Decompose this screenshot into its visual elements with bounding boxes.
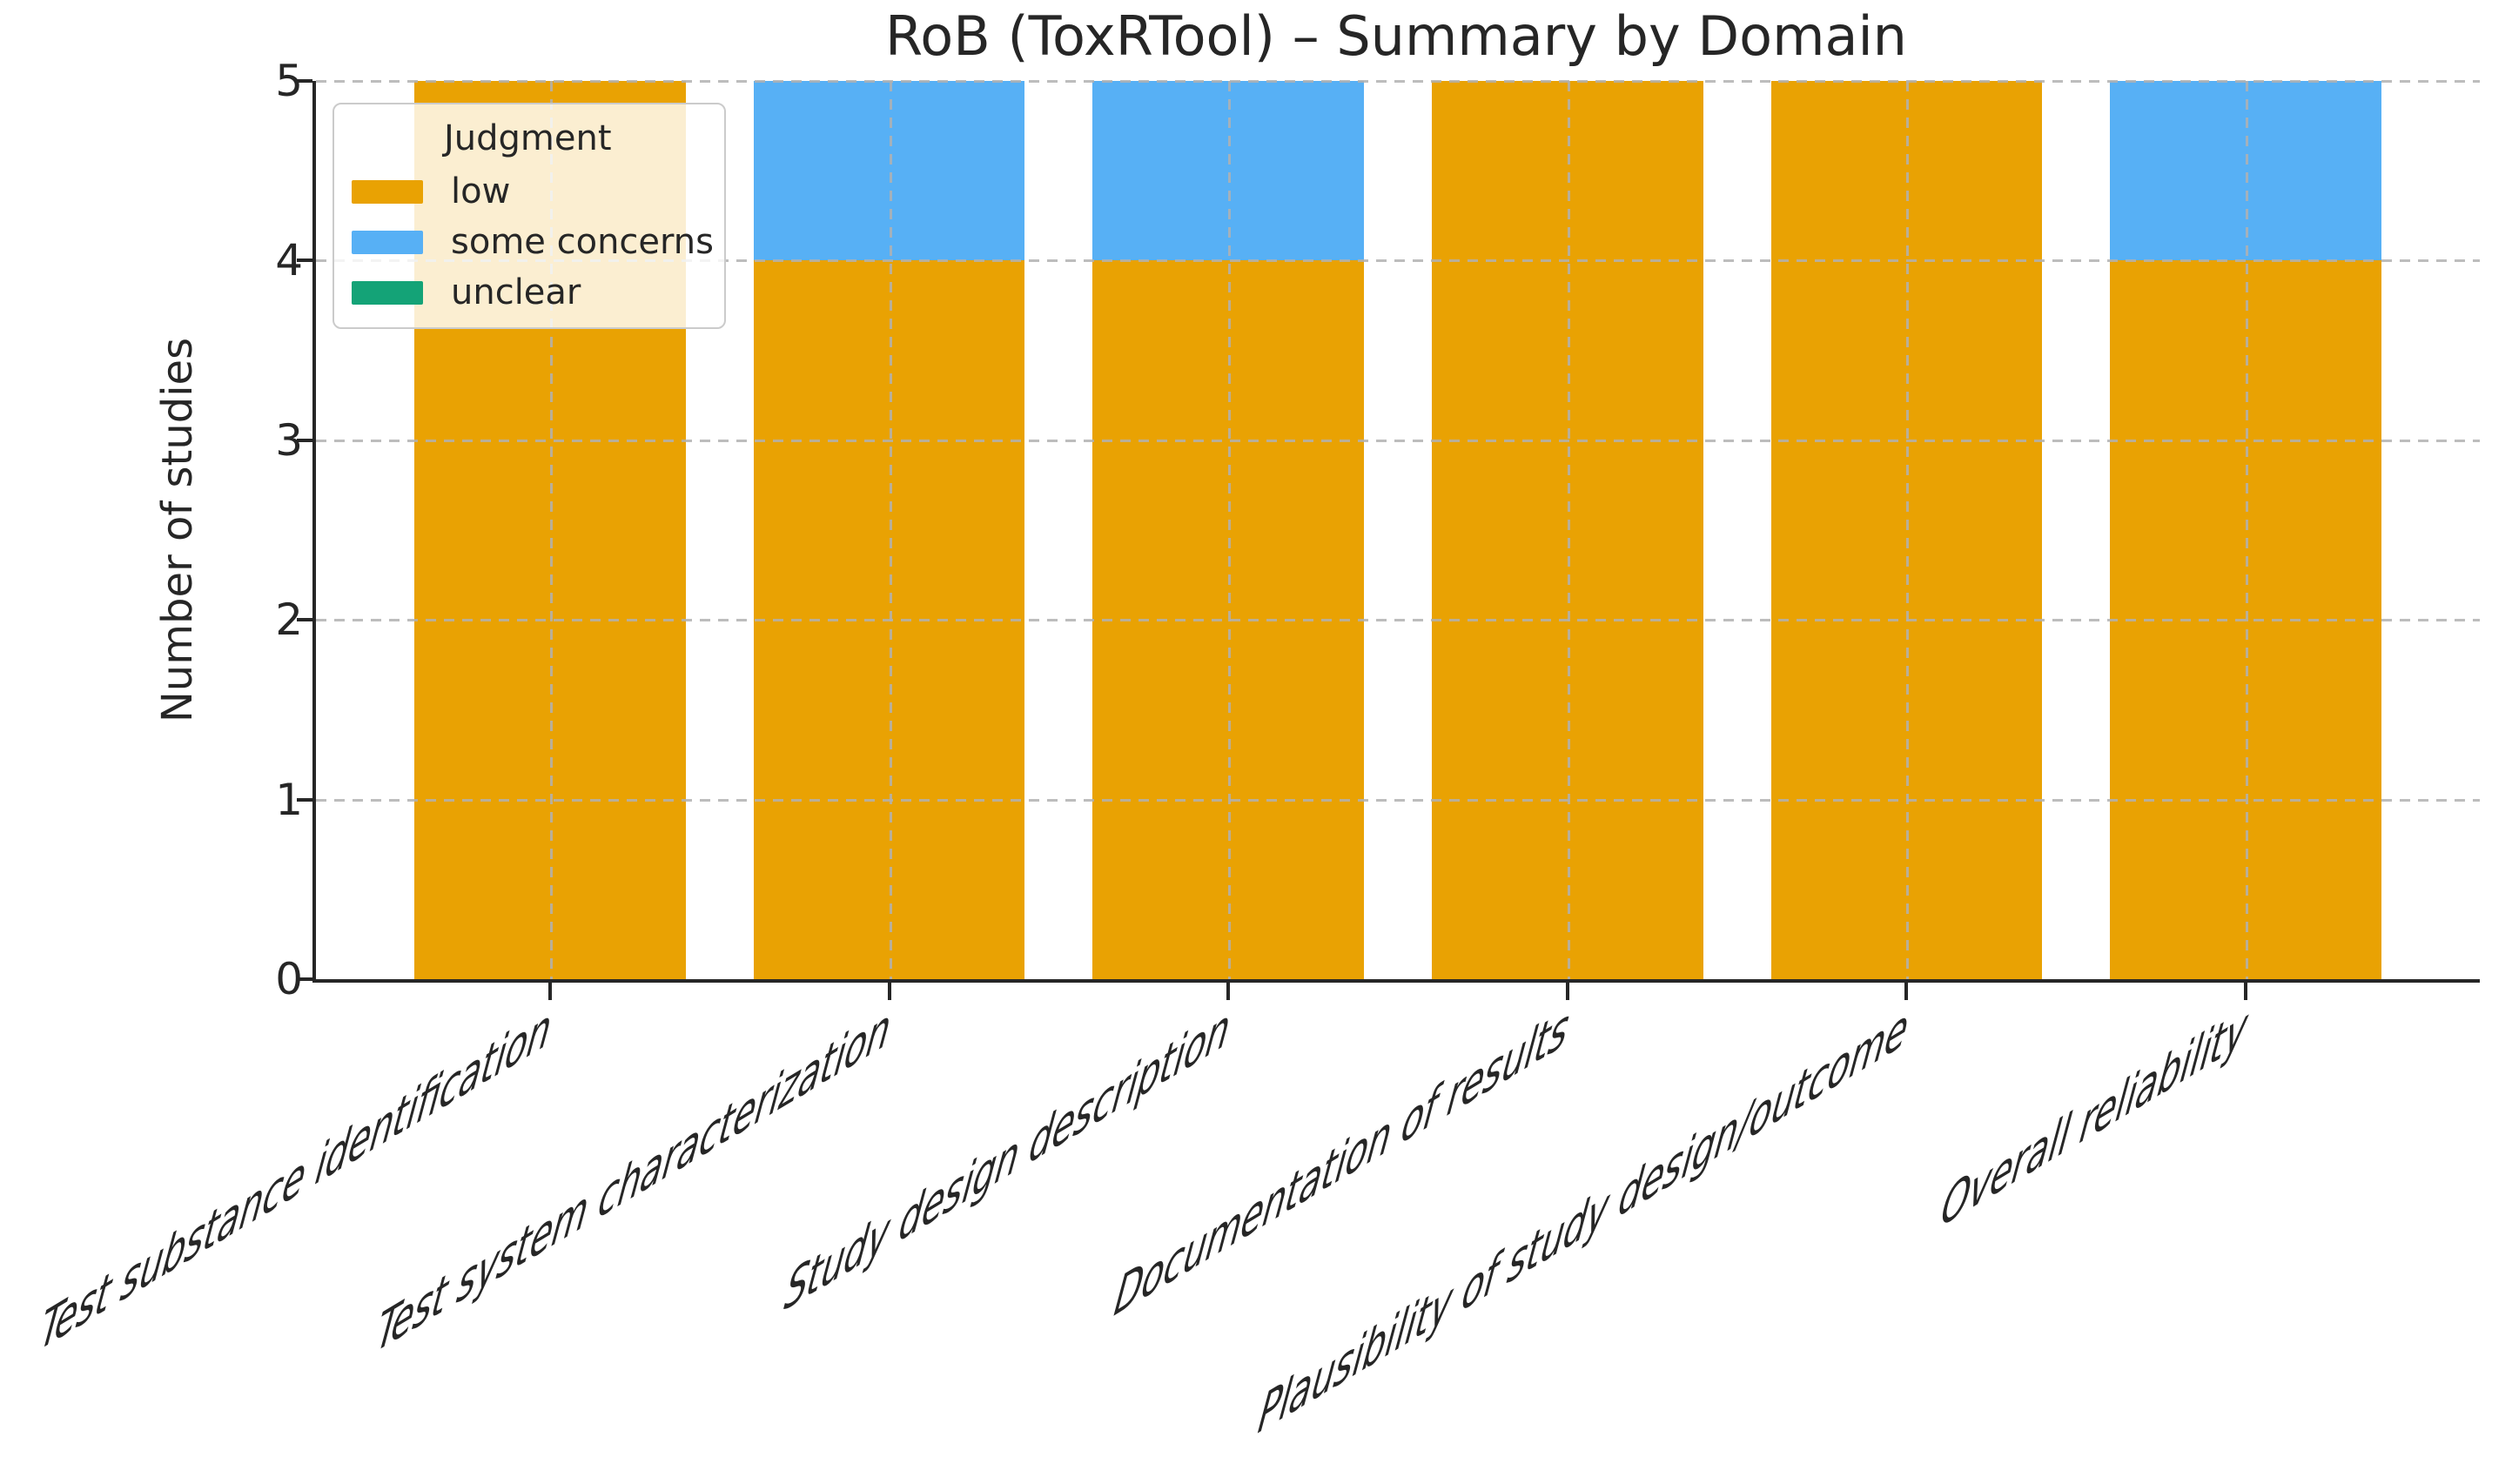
x-tick-mark-0 <box>547 983 552 1000</box>
v-gridline-4 <box>1906 81 1910 979</box>
legend-entry-some-concerns: some concerns <box>352 221 714 263</box>
h-gridline-y5 <box>316 80 2480 83</box>
y-axis-label: Number of studies <box>153 337 202 723</box>
legend-entries: low some concerns unclear <box>352 171 714 313</box>
legend: Judgment low some concerns unclear <box>332 103 726 329</box>
h-gridline-y1 <box>316 798 2480 802</box>
y-tick-mark-4 <box>297 259 312 263</box>
x-tick-mark-3 <box>1565 983 1569 1000</box>
legend-swatch-some-concerns <box>352 230 423 254</box>
legend-swatch-unclear <box>352 280 423 305</box>
legend-label-some-concerns: some concerns <box>451 222 714 262</box>
v-gridline-2 <box>1228 81 1232 979</box>
h-gridline-y2 <box>316 619 2480 622</box>
x-tick-label-4: Plausibility of study design/outcome <box>1250 992 1918 1450</box>
x-tick-label-1: Test system characterization <box>367 992 900 1369</box>
y-tick-mark-1 <box>297 797 312 802</box>
legend-entry-low: low <box>352 171 707 212</box>
legend-label-unclear: unclear <box>451 272 581 312</box>
legend-title: Judgment <box>444 118 612 158</box>
h-gridline-y3 <box>316 439 2480 442</box>
h-gridline-y4 <box>316 259 2480 263</box>
x-tick-label-5: Overall reliability <box>1932 992 2257 1244</box>
y-tick-mark-0 <box>297 977 312 981</box>
plot-area: Judgment low some concerns unclear <box>316 80 2480 979</box>
x-axis-spine <box>312 979 2480 983</box>
y-tick-mark-5 <box>297 79 312 83</box>
x-tick-mark-2 <box>1226 983 1231 1000</box>
bar-1-segment-some-concerns <box>753 81 1025 261</box>
y-axis-spine <box>312 81 316 983</box>
v-gridline-3 <box>1567 81 1570 979</box>
v-gridline-0 <box>549 81 553 979</box>
legend-swatch-low <box>352 179 423 204</box>
legend-entry-unclear: unclear <box>352 272 707 313</box>
x-tick-label-0: Test substance identification <box>31 992 561 1367</box>
y-tick-mark-2 <box>297 618 312 622</box>
x-tick-mark-5 <box>2244 983 2248 1000</box>
legend-label-low: low <box>451 171 511 212</box>
v-gridline-1 <box>889 81 892 979</box>
v-gridline-5 <box>2246 81 2249 979</box>
bar-2-segment-some-concerns <box>1092 81 1365 261</box>
chart-title: RoB (ToxRTool) – Summary by Domain <box>885 4 1907 68</box>
x-tick-mark-1 <box>887 983 891 1000</box>
y-tick-mark-3 <box>297 438 312 442</box>
x-tick-mark-4 <box>1904 983 1909 1000</box>
